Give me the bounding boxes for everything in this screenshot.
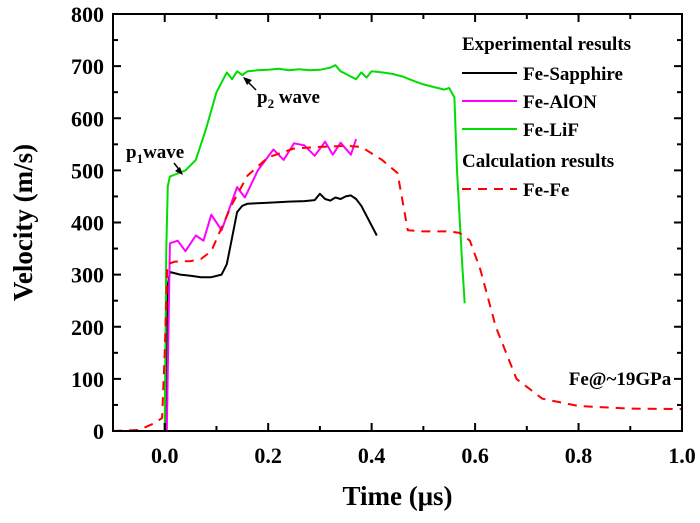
y-tick-label: 700 (71, 54, 104, 79)
y-tick-label: 400 (71, 211, 104, 236)
annotation-p1-arrowhead (175, 167, 183, 175)
y-axis-title: Velocity (m/s) (8, 144, 38, 301)
annotation-p2-arrowhead (243, 77, 252, 85)
annotation-p1-rest: wave (143, 142, 184, 163)
series-line-fe-lif (113, 64, 466, 432)
legend: Experimental results Fe-Sapphire Fe-AlON… (462, 34, 631, 201)
x-tick-label: 0.2 (254, 443, 282, 468)
annotation-p2-main: p (257, 87, 268, 108)
legend-entry-fe-alon: Fe-AlON (523, 92, 597, 113)
legend-entry-fe-fe: Fe-Fe (523, 180, 569, 201)
x-axis-title: Time (μs) (342, 481, 452, 511)
y-tick-label: 500 (71, 158, 104, 183)
annotation-p1-wave: p1wave (126, 142, 184, 166)
annotation-p2-rest: wave (274, 87, 320, 108)
series-line-fe-sapphire (113, 192, 378, 432)
x-tick-label: 1.0 (668, 443, 696, 468)
y-tick-label: 0 (93, 419, 104, 444)
labels-layer: 0.0 0.2 0.4 0.6 0.8 1.0 0 100 200 300 400 500 600 700… (71, 2, 696, 468)
legend-entry-fe-lif: Fe-LiF (523, 120, 579, 141)
series-line-fe-fe (112, 144, 683, 432)
annotation-p2-sub: 2 (268, 96, 275, 111)
series-line-fe-alon (113, 138, 358, 432)
y-tick-label: 200 (71, 315, 104, 340)
y-tick-label: 300 (71, 263, 104, 288)
y-tick-label: 600 (71, 106, 104, 131)
y-tick-label: 800 (71, 2, 104, 27)
ticks-layer (113, 14, 682, 431)
annotation-p2-wave: p2 wave (257, 87, 320, 111)
x-tick-label: 0.4 (358, 443, 386, 468)
legend-entry-fe-sapphire: Fe-Sapphire (523, 64, 623, 85)
x-tick-label: 0.8 (565, 443, 593, 468)
annotation-p1-sub: 1 (137, 151, 144, 166)
legend-heading-calculation: Calculation results (462, 151, 614, 172)
series-layer (112, 64, 683, 432)
legend-heading-experimental: Experimental results (462, 34, 631, 55)
annotation-p1-main: p (126, 142, 137, 163)
x-tick-label: 0.6 (461, 443, 489, 468)
x-tick-label: 0.0 (151, 443, 179, 468)
annotation-condition: Fe@~19GPa (569, 369, 672, 390)
y-tick-label: 100 (71, 367, 104, 392)
annotations: p1wave p2 wave Fe@~19GPa (126, 77, 672, 390)
